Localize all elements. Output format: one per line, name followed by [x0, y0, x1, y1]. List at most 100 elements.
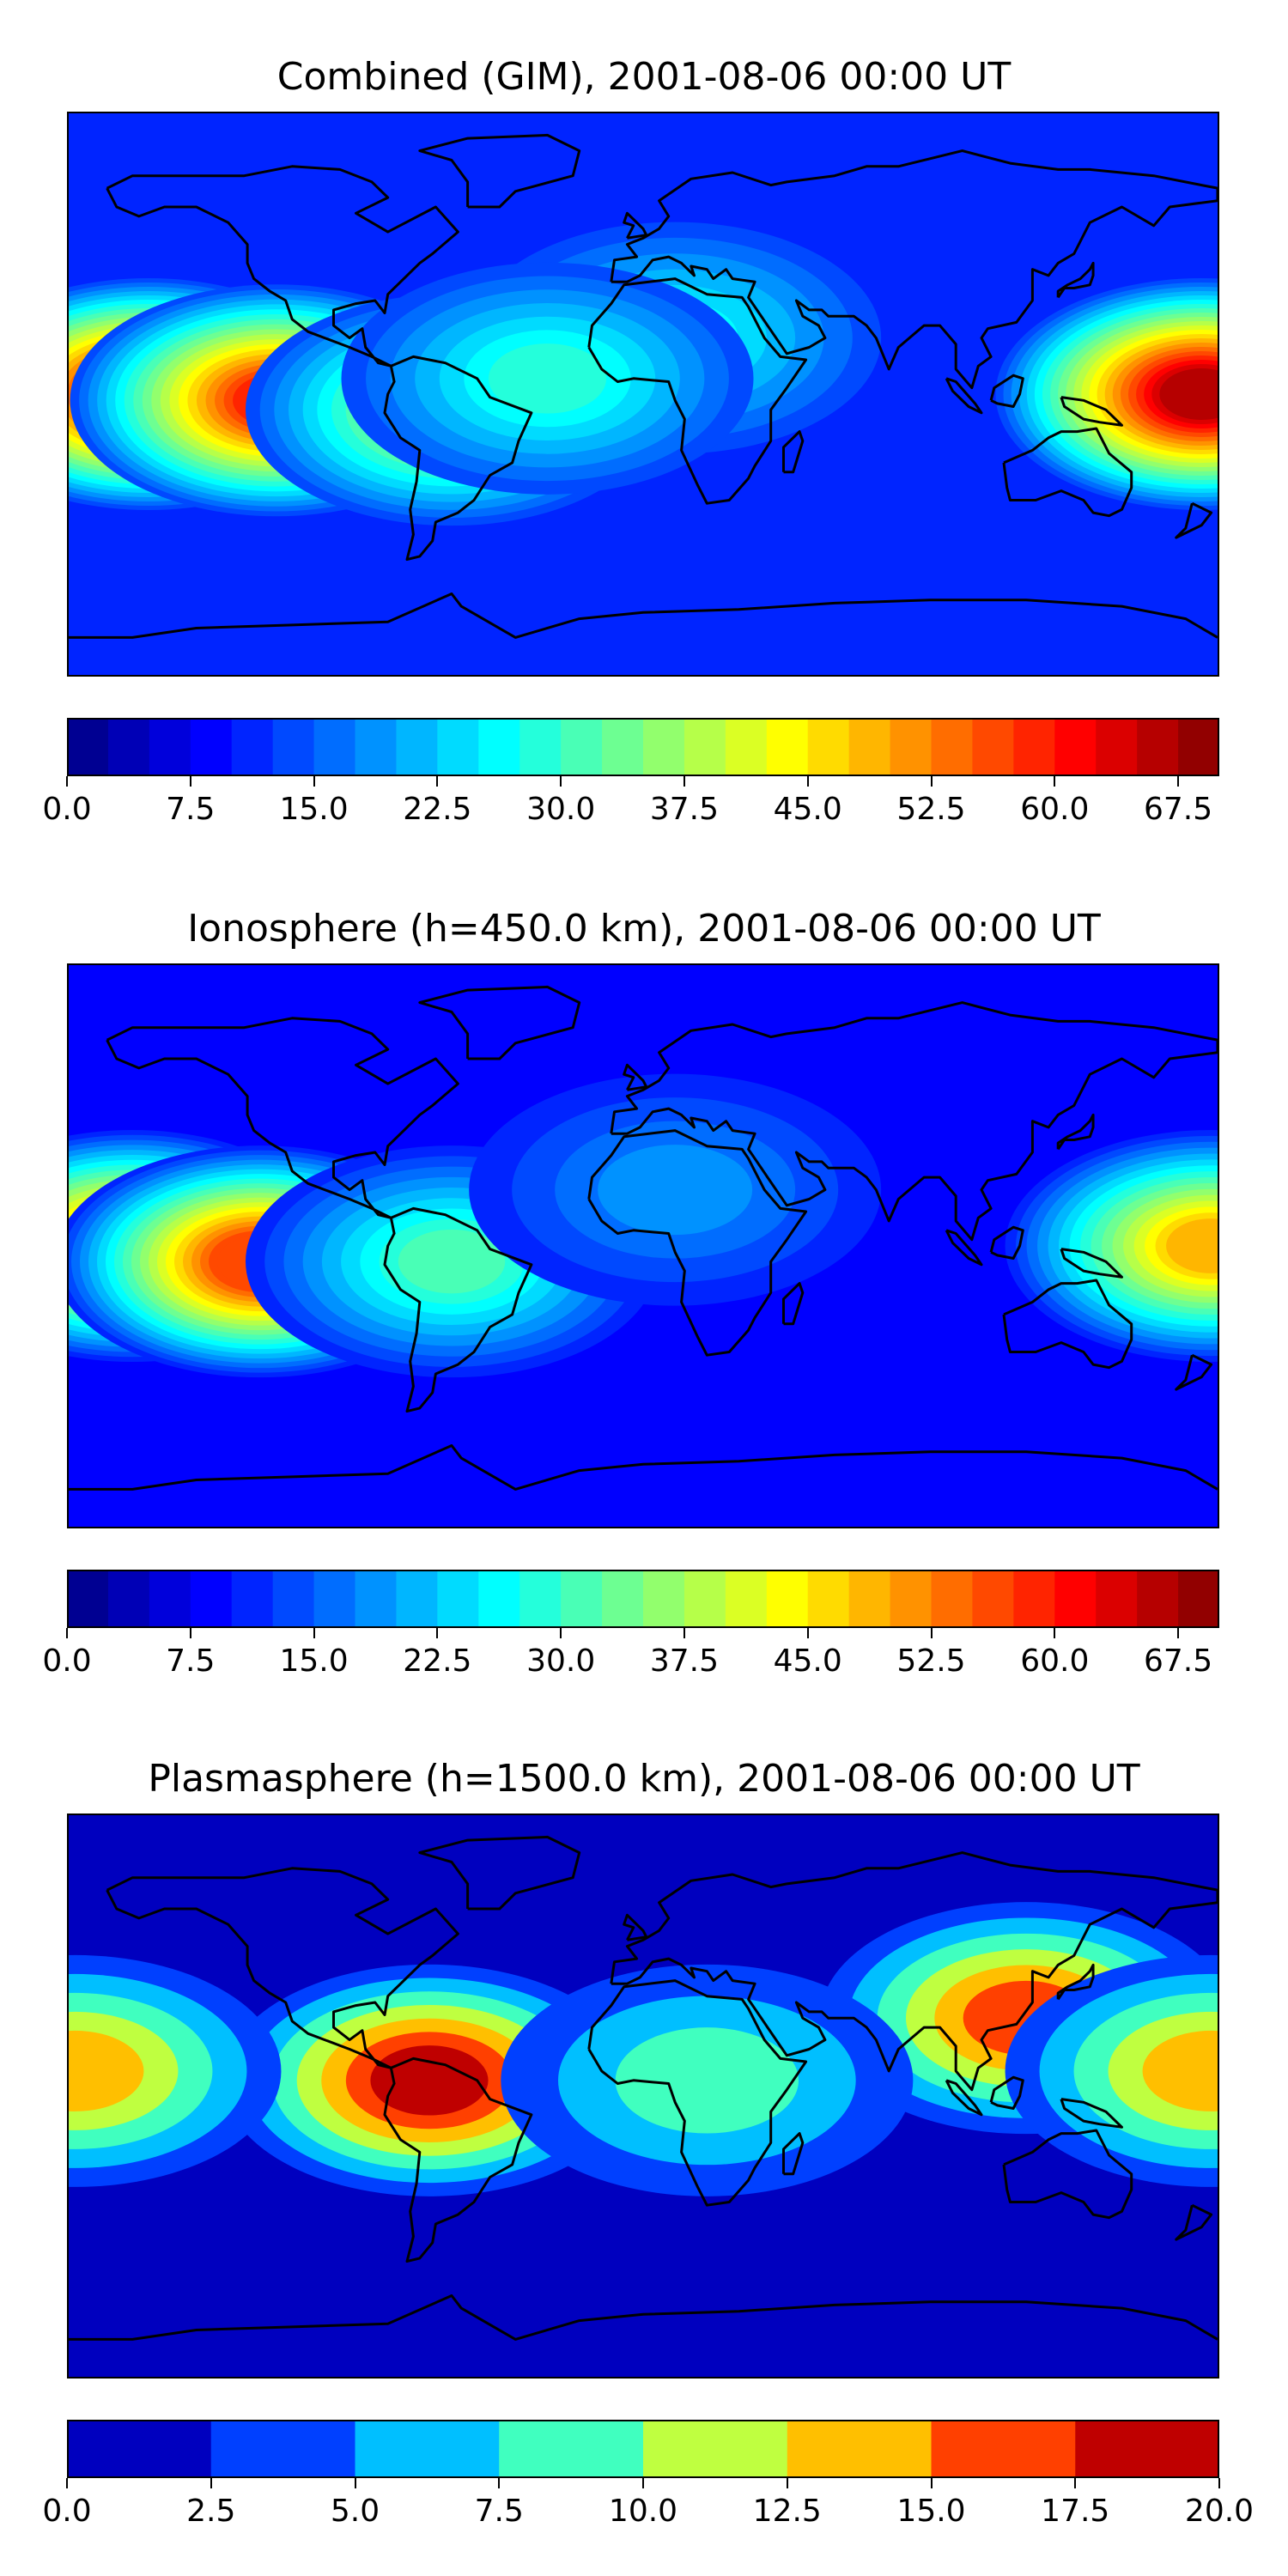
coastline-5	[1002, 427, 1133, 518]
colorbar-segment	[231, 718, 274, 776]
colorbar-segment	[67, 718, 109, 776]
colorbar-segment	[602, 1570, 644, 1628]
colorbar-segment	[1178, 1570, 1219, 1628]
colorbar-tick-label: 2.5	[186, 2494, 236, 2529]
colorbar-segment	[1013, 1570, 1055, 1628]
colorbar-tick	[1177, 1628, 1180, 1638]
coastline-1	[418, 133, 581, 209]
coastline-1	[418, 1835, 581, 1911]
coastline-11	[623, 211, 648, 240]
colorbar-segment	[1178, 718, 1219, 776]
coastline-4	[610, 1851, 1218, 2092]
map-svg-ionosphere	[69, 965, 1218, 1527]
colorbar-tick	[560, 1628, 562, 1638]
colorbar-segment	[313, 718, 356, 776]
colorbar-ionosphere	[67, 1570, 1219, 1628]
coastline-12	[782, 430, 805, 474]
coastline-6	[69, 1444, 1218, 1491]
coastline-1	[418, 985, 581, 1060]
colorbar-tick	[1218, 2478, 1220, 2488]
colorbar-tick	[498, 2478, 501, 2488]
colorbar-segment	[149, 1570, 191, 1628]
colorbar-segment	[355, 1570, 398, 1628]
colorbar-tick-label: 52.5	[896, 792, 966, 827]
map-combined	[67, 112, 1219, 677]
colorbar-tick	[313, 1628, 315, 1638]
colorbar-tick	[66, 2478, 68, 2488]
coastline-2	[383, 1206, 533, 1413]
coastline-9	[945, 2079, 983, 2117]
colorbar-tick	[930, 776, 933, 787]
map-svg-plasmasphere	[69, 1815, 1218, 2377]
coastline-3	[587, 1129, 808, 1357]
coastline-7	[1056, 261, 1095, 299]
colorbar-segment	[972, 1570, 1014, 1628]
colorbar-segment	[231, 1570, 274, 1628]
colorbar-segment	[67, 2420, 212, 2478]
colorbar-segment	[807, 1570, 850, 1628]
colorbar-segment	[519, 1570, 562, 1628]
coastline-8	[989, 1225, 1024, 1260]
colorbar-tick-label: 37.5	[649, 1643, 719, 1679]
colorbar-ticks-combined: 0.0 7.5 15.0 22.5 30.0 37.5 45.0 52.5 60.0 67.5	[42, 776, 1219, 828]
colorbar-segment	[643, 1570, 685, 1628]
colorbar-tick-label: 15.0	[279, 1643, 349, 1679]
contour-west-pacific	[69, 2030, 144, 2111]
contour-fills	[69, 1902, 1218, 2196]
colorbar-tick-label: 5.0	[330, 2494, 380, 2529]
colorbar-tick-label: 0.0	[42, 2494, 92, 2529]
coastline-4	[610, 149, 1218, 390]
colorbar-segment	[396, 718, 438, 776]
colorbar-segment	[67, 1570, 109, 1628]
colorbar-segment	[1013, 718, 1055, 776]
coastline-13	[1175, 1353, 1213, 1391]
coastline-7	[1056, 1963, 1095, 2001]
colorbar-segment	[437, 1570, 479, 1628]
colorbar-segment	[272, 1570, 315, 1628]
coastline-6	[69, 2294, 1218, 2341]
coastline-10	[1060, 1248, 1123, 1279]
colorbar-tick-label: 10.0	[608, 2494, 678, 2529]
coastline-4	[610, 1001, 1218, 1242]
colorbar-segment	[478, 718, 520, 776]
colorbar-tick-label: 30.0	[526, 792, 596, 827]
colorbar-segment	[1054, 1570, 1097, 1628]
colorbar-segment	[149, 718, 191, 776]
colorbar-segment	[561, 718, 603, 776]
coastline-6	[69, 592, 1218, 639]
colorbar-segment	[807, 718, 850, 776]
contour-south-america	[398, 1229, 506, 1294]
colorbar-tick-label: 22.5	[403, 1643, 472, 1679]
colorbar-border	[67, 1570, 1219, 1628]
coastline-5	[1002, 2129, 1133, 2220]
panel-title-2: Ionosphere (h=450.0 km), 2001-08-06 00:0…	[187, 907, 1101, 951]
colorbar-tick	[683, 1628, 685, 1638]
colorbar-tick-label: 37.5	[649, 792, 719, 827]
colorbar-segment	[602, 718, 644, 776]
contour-atlantic	[488, 343, 607, 414]
colorbar-tick-label: 30.0	[526, 1643, 596, 1679]
contour-west-pacific-anomaly	[1159, 368, 1218, 420]
colorbar-segment	[766, 1570, 809, 1628]
colorbar-tick	[786, 2478, 788, 2488]
coastline-13	[1175, 501, 1213, 539]
colorbar-tick	[1177, 776, 1180, 787]
coastline-5	[1002, 1279, 1133, 1370]
colorbar-segment	[1137, 718, 1179, 776]
coastline-3	[587, 277, 808, 505]
panel-title-3: Plasmasphere (h=1500.0 km), 2001-08-06 0…	[148, 1757, 1140, 1801]
colorbar-border	[67, 718, 1219, 776]
colorbar-tick	[930, 1628, 933, 1638]
colorbar-segment	[1137, 1570, 1179, 1628]
contour-fills	[69, 222, 1218, 526]
coastline-12	[782, 2132, 805, 2176]
colorbar-segment	[683, 1570, 726, 1628]
colorbar-tick-label: 7.5	[166, 1643, 216, 1679]
colorbar-tick-label: 15.0	[279, 792, 349, 827]
colorbar-tick-label: 20.0	[1184, 2494, 1255, 2529]
colorbar-segment	[437, 718, 479, 776]
colorbar-tick-label: 60.0	[1020, 792, 1090, 827]
colorbar-segment	[519, 718, 562, 776]
colorbar-ticks-ionosphere: 0.0 7.5 15.0 22.5 30.0 37.5 45.0 52.5 60.0 67.5	[42, 1628, 1219, 1680]
colorbar-segment	[1054, 718, 1097, 776]
